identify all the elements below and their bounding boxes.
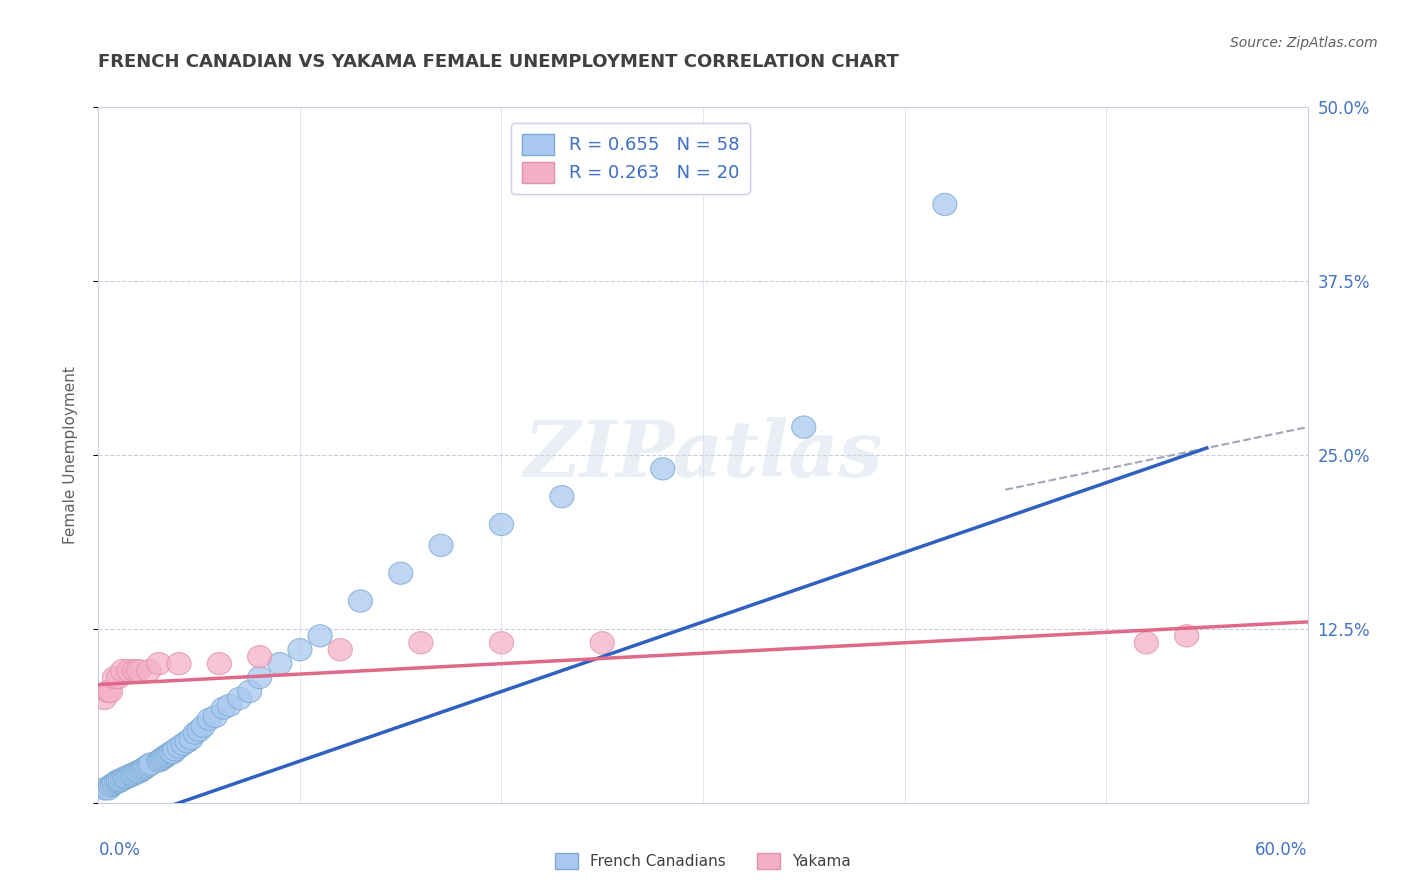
Ellipse shape <box>1135 632 1159 654</box>
Ellipse shape <box>211 697 235 719</box>
Ellipse shape <box>238 681 262 703</box>
Ellipse shape <box>139 753 163 775</box>
Ellipse shape <box>204 706 228 728</box>
Ellipse shape <box>127 761 150 783</box>
Ellipse shape <box>104 771 129 793</box>
Ellipse shape <box>191 715 215 738</box>
Ellipse shape <box>308 624 332 647</box>
Ellipse shape <box>651 458 675 480</box>
Ellipse shape <box>183 723 207 744</box>
Ellipse shape <box>163 739 187 761</box>
Ellipse shape <box>111 768 135 790</box>
Ellipse shape <box>108 770 132 792</box>
Ellipse shape <box>153 746 177 768</box>
Ellipse shape <box>103 772 127 795</box>
Ellipse shape <box>98 681 122 703</box>
Ellipse shape <box>160 741 186 764</box>
Ellipse shape <box>247 666 271 689</box>
Ellipse shape <box>409 632 433 654</box>
Ellipse shape <box>591 632 614 654</box>
Ellipse shape <box>150 747 174 770</box>
Ellipse shape <box>197 708 221 731</box>
Ellipse shape <box>288 639 312 661</box>
Ellipse shape <box>125 761 149 783</box>
Text: 0.0%: 0.0% <box>98 841 141 859</box>
Ellipse shape <box>97 681 121 703</box>
Ellipse shape <box>489 514 513 535</box>
Ellipse shape <box>792 416 815 438</box>
Ellipse shape <box>93 778 117 800</box>
Ellipse shape <box>489 632 513 654</box>
Text: 60.0%: 60.0% <box>1256 841 1308 859</box>
Ellipse shape <box>172 733 195 756</box>
Ellipse shape <box>157 743 181 765</box>
Ellipse shape <box>146 653 172 674</box>
Ellipse shape <box>136 754 160 776</box>
Ellipse shape <box>132 757 157 779</box>
Ellipse shape <box>100 773 125 796</box>
Ellipse shape <box>97 778 121 800</box>
Ellipse shape <box>98 775 122 797</box>
Ellipse shape <box>187 719 211 741</box>
Ellipse shape <box>149 748 173 771</box>
Ellipse shape <box>146 750 172 772</box>
Text: ZIPatlas: ZIPatlas <box>523 417 883 493</box>
Ellipse shape <box>932 194 957 216</box>
Ellipse shape <box>122 659 146 681</box>
Ellipse shape <box>107 771 131 793</box>
Ellipse shape <box>131 758 155 780</box>
Ellipse shape <box>218 694 242 716</box>
Ellipse shape <box>122 763 146 785</box>
Ellipse shape <box>121 764 145 786</box>
Ellipse shape <box>103 666 127 689</box>
Y-axis label: Female Unemployment: Female Unemployment <box>63 366 77 544</box>
Ellipse shape <box>117 659 141 681</box>
Ellipse shape <box>228 688 252 709</box>
Ellipse shape <box>155 744 179 766</box>
Ellipse shape <box>93 688 117 709</box>
Text: Source: ZipAtlas.com: Source: ZipAtlas.com <box>1230 36 1378 50</box>
Ellipse shape <box>107 666 131 689</box>
Ellipse shape <box>174 731 200 753</box>
Ellipse shape <box>118 764 143 786</box>
Text: FRENCH CANADIAN VS YAKAMA FEMALE UNEMPLOYMENT CORRELATION CHART: FRENCH CANADIAN VS YAKAMA FEMALE UNEMPLO… <box>98 54 900 71</box>
Ellipse shape <box>179 728 204 750</box>
Ellipse shape <box>207 653 232 674</box>
Ellipse shape <box>111 659 135 681</box>
Ellipse shape <box>267 653 292 674</box>
Legend: R = 0.655   N = 58, R = 0.263   N = 20: R = 0.655 N = 58, R = 0.263 N = 20 <box>510 123 749 194</box>
Ellipse shape <box>135 756 159 778</box>
Ellipse shape <box>127 659 150 681</box>
Ellipse shape <box>349 590 373 612</box>
Legend: French Canadians, Yakama: French Canadians, Yakama <box>550 847 856 875</box>
Ellipse shape <box>328 639 353 661</box>
Ellipse shape <box>167 736 191 758</box>
Ellipse shape <box>112 766 136 789</box>
Ellipse shape <box>429 534 453 557</box>
Ellipse shape <box>136 659 160 681</box>
Ellipse shape <box>117 765 141 788</box>
Ellipse shape <box>550 485 574 508</box>
Ellipse shape <box>388 562 413 584</box>
Ellipse shape <box>107 770 131 792</box>
Ellipse shape <box>129 760 153 782</box>
Ellipse shape <box>159 741 183 764</box>
Ellipse shape <box>247 646 271 668</box>
Ellipse shape <box>167 653 191 674</box>
Ellipse shape <box>114 766 139 789</box>
Ellipse shape <box>1174 624 1199 647</box>
